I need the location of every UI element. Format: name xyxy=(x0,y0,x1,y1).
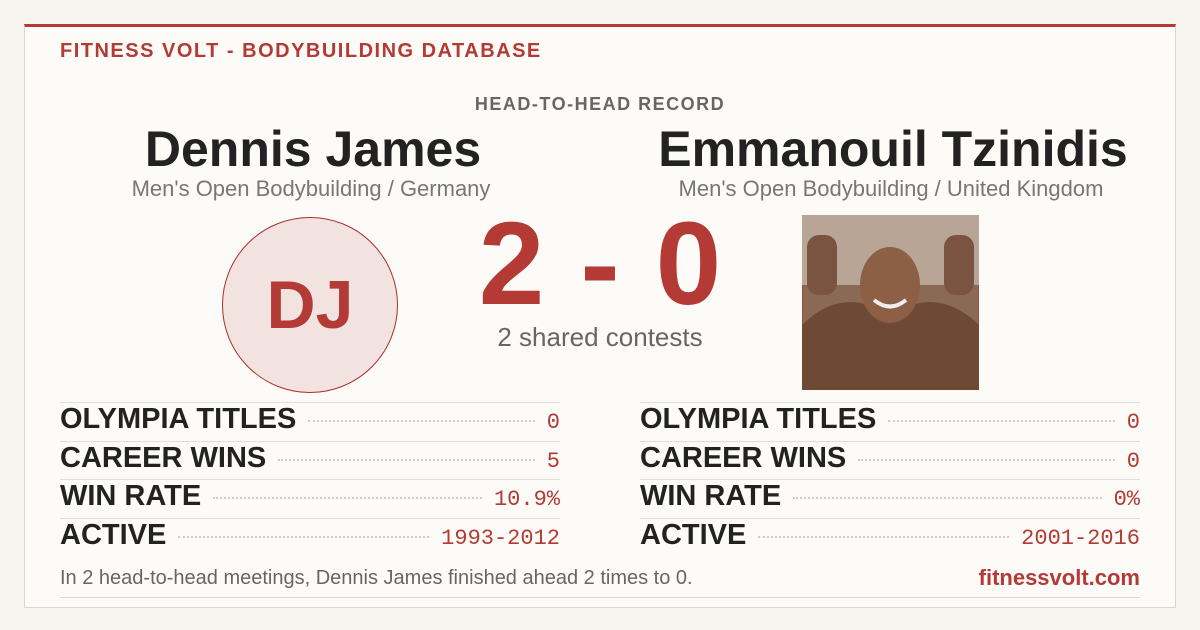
right-subtitle: Men's Open Bodybuilding / United Kingdom xyxy=(678,176,1104,201)
site-link[interactable]: fitnessvolt.com xyxy=(978,565,1140,590)
stat-row: CAREER WINS 0 xyxy=(640,440,1140,480)
score-left: 2 xyxy=(478,198,545,330)
avatar-initials: DJ xyxy=(222,217,398,393)
athlete-photo xyxy=(802,215,979,390)
stat-row: WIN RATE 10.9% xyxy=(60,479,560,518)
score-caption: 2 shared contests xyxy=(497,322,703,352)
left-subtitle: Men's Open Bodybuilding / Germany xyxy=(131,176,491,201)
left-stats: OLYMPIA TITLES 0 CAREER WINS 5 WIN RATE 10.9%… xyxy=(60,402,560,556)
stat-label: WIN RATE xyxy=(640,480,782,512)
score-separator: - xyxy=(580,198,620,330)
leader xyxy=(278,458,535,461)
leader xyxy=(178,535,430,538)
leader xyxy=(308,420,535,422)
stat-label: OLYMPIA TITLES xyxy=(60,403,297,435)
stat-label: WIN RATE xyxy=(60,480,202,512)
stat-value: 10.9% xyxy=(493,487,560,512)
score: 2-0 xyxy=(0,196,1200,332)
stat-row: ACTIVE 1993-2012 xyxy=(60,517,560,557)
stat-row: OLYMPIA TITLES 0 xyxy=(640,402,1140,441)
stat-label: OLYMPIA TITLES xyxy=(640,403,877,435)
stat-value: 0 xyxy=(546,410,560,435)
stat-row: WIN RATE 0% xyxy=(640,479,1140,518)
stat-value: 2001-2016 xyxy=(1021,525,1140,551)
leader xyxy=(758,535,1010,538)
right-name: Emmanouil Tzinidis xyxy=(658,121,1128,177)
stat-label: CAREER WINS xyxy=(640,441,847,474)
card xyxy=(24,24,1176,608)
stat-label: ACTIVE xyxy=(60,518,167,551)
leader xyxy=(793,497,1102,499)
right-stats: OLYMPIA TITLES 0 CAREER WINS 0 WIN RATE 0% ACT… xyxy=(640,402,1140,556)
footer-rule xyxy=(60,597,1140,598)
brand: FITNESS VOLT - BODYBUILDING DATABASE xyxy=(60,40,542,62)
left-name: Dennis James xyxy=(144,121,482,177)
heading: HEAD-TO-HEAD RECORD xyxy=(474,94,726,114)
summary: In 2 head-to-head meetings, Dennis James… xyxy=(60,567,693,589)
stat-value: 0 xyxy=(1126,448,1140,474)
stat-value: 5 xyxy=(546,448,560,474)
stat-label: CAREER WINS xyxy=(60,441,267,474)
leader xyxy=(888,420,1115,422)
score-right: 0 xyxy=(655,198,722,330)
stat-value: 1993-2012 xyxy=(441,525,560,551)
leader xyxy=(213,497,482,499)
stat-value: 0% xyxy=(1113,487,1140,512)
stat-row: ACTIVE 2001-2016 xyxy=(640,517,1140,557)
stat-value: 0 xyxy=(1126,410,1140,435)
leader xyxy=(858,458,1115,461)
stat-row: OLYMPIA TITLES 0 xyxy=(60,402,560,441)
stat-row: CAREER WINS 5 xyxy=(60,440,560,480)
stat-label: ACTIVE xyxy=(640,518,747,551)
